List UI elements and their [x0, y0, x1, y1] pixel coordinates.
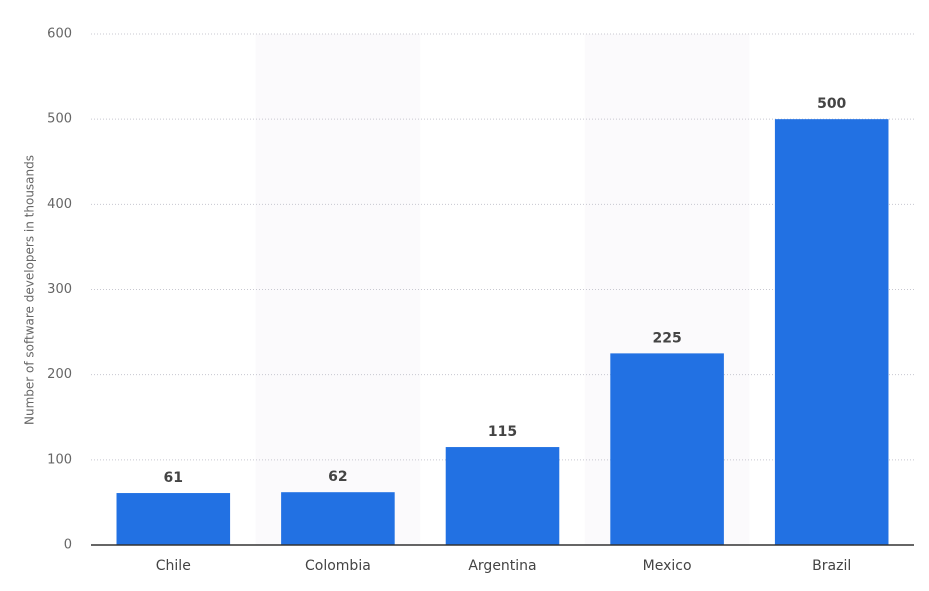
x-tick-label: Brazil: [812, 558, 851, 574]
y-tick-label: 200: [47, 367, 72, 382]
x-tick-label: Argentina: [468, 558, 536, 574]
x-tick-label: Chile: [156, 558, 191, 574]
y-tick-label: 600: [47, 27, 72, 42]
bar: [445, 447, 560, 545]
y-tick-label: 100: [47, 452, 72, 467]
x-tick-label: Colombia: [305, 558, 371, 574]
x-tick-label: Mexico: [643, 558, 692, 574]
y-tick-label: 500: [47, 112, 72, 127]
bar: [610, 353, 724, 545]
y-tick-label: 0: [64, 538, 72, 553]
bar: [281, 492, 395, 545]
data-label: 62: [328, 469, 347, 485]
data-label: 115: [488, 424, 517, 440]
data-label: 225: [652, 330, 681, 346]
y-tick-label: 300: [47, 282, 72, 297]
data-label: 500: [817, 96, 846, 112]
bar: [774, 119, 889, 546]
y-axis-label: Number of software developers in thousan…: [23, 155, 37, 425]
data-label: 61: [164, 470, 183, 486]
bar: [116, 493, 231, 545]
y-tick-label: 400: [47, 197, 72, 212]
